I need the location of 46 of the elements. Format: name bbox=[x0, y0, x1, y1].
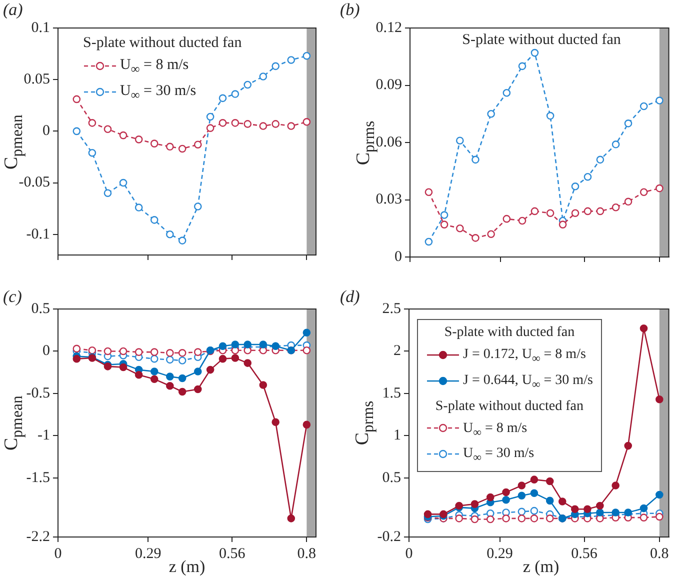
legend-label: J = 0.644, U$_{∞}$ = 30 m/s bbox=[463, 372, 593, 391]
legend-title: S-plate without ducted fan bbox=[83, 34, 242, 53]
x-axis-title: z (m) bbox=[522, 557, 560, 576]
x-tick-label: 0.56 bbox=[571, 546, 598, 562]
chart-title: (b) bbox=[340, 0, 360, 20]
y-tick-label: -1.5 bbox=[26, 470, 50, 486]
y-tick-label: -0.1 bbox=[26, 226, 50, 242]
y-tick-label: 0.03 bbox=[376, 192, 402, 208]
y-tick-label: -2.2 bbox=[26, 528, 50, 545]
chart-title: (c) bbox=[3, 287, 22, 307]
y-tick-label: 1 bbox=[394, 428, 401, 444]
y-tick-label: 0 bbox=[42, 343, 50, 360]
y-tick-label: 0.06 bbox=[376, 134, 402, 150]
x-tick-label: 0.29 bbox=[486, 546, 513, 562]
y-tick-label: -0.05 bbox=[18, 174, 50, 191]
y-tick-label: -0.2 bbox=[377, 528, 401, 545]
x-tick-label: 0 bbox=[405, 546, 413, 562]
y-tick-label: 0.09 bbox=[376, 77, 402, 94]
legend-label: U$_{∞}$ = 30 m/s bbox=[463, 446, 534, 464]
chart-title: (d) bbox=[340, 287, 360, 307]
legend-label: U$_{∞}$ = 8 m/s bbox=[463, 420, 528, 438]
legend-label: U$_{∞}$ = 30 m/s bbox=[120, 83, 196, 102]
legend-label: J = 0.172, U$_{∞}$ = 8 m/s bbox=[463, 347, 586, 365]
y-tick-label: -1 bbox=[38, 428, 50, 444]
y-tick-label: 0 bbox=[42, 123, 50, 140]
y-tick-label: 0.1 bbox=[31, 20, 50, 36]
y-tick-label: 1.5 bbox=[382, 385, 401, 402]
annotation: S-plate without ducted fan bbox=[434, 398, 585, 416]
y-tick-label: 0.05 bbox=[24, 72, 50, 88]
chart-title: (a) bbox=[3, 0, 23, 20]
legend-label: U$_{∞}$ = 8 m/s bbox=[120, 57, 189, 76]
x-tick-label: 0.56 bbox=[218, 546, 246, 562]
y-tick-label: 2 bbox=[394, 343, 401, 360]
y-tick-label: -0.5 bbox=[26, 385, 50, 402]
x-tick-label: 0.8 bbox=[297, 546, 316, 562]
annotation: S-plate without ducted fan bbox=[461, 32, 622, 49]
legend-title: S-plate with ducted fan bbox=[443, 324, 576, 342]
y-tick-label: 0 bbox=[394, 248, 402, 265]
x-tick-label: 0.8 bbox=[650, 546, 669, 562]
y-tick-label: 0.5 bbox=[382, 470, 401, 486]
y-tick-label: 2.5 bbox=[382, 300, 401, 317]
y-tick-label: 0.12 bbox=[376, 20, 402, 36]
x-tick-label: 0 bbox=[54, 546, 62, 562]
y-tick-label: 0.5 bbox=[31, 300, 50, 317]
x-tick-label: 0.29 bbox=[135, 546, 162, 562]
x-axis-title: z (m) bbox=[168, 557, 206, 576]
